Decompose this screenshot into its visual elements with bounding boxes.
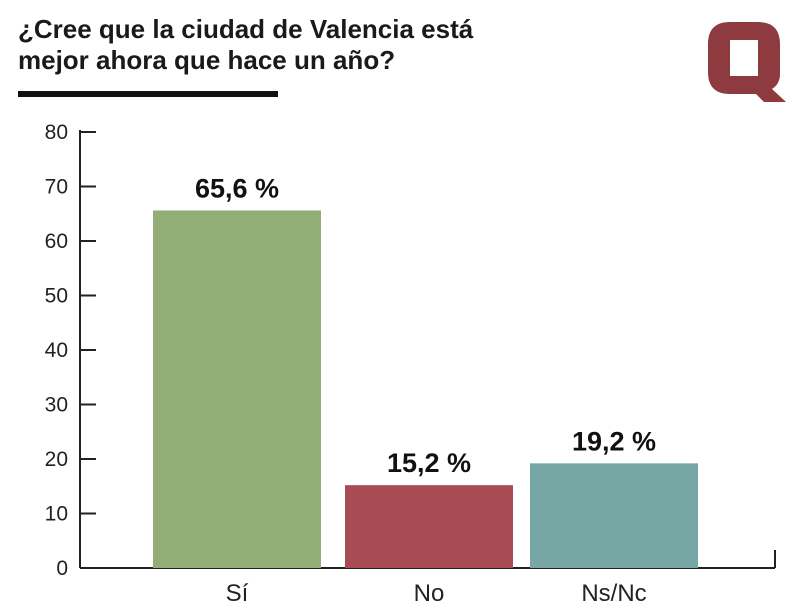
title-underline [18,91,278,97]
y-tick-label: 70 [45,176,68,199]
y-tick-label: 60 [45,230,68,253]
chart-title-line-2: mejor ahora que hace un año? [18,45,396,75]
data-labels: 65,6 % 15,2 % 19,2 % [195,173,656,478]
y-tick-label: 40 [45,339,68,362]
x-tick-label: Ns/Nc [581,580,646,607]
y-tick-label: 10 [45,503,68,526]
q-logo-icon [708,22,786,102]
y-tick-label: 20 [45,448,68,471]
y-tick-label: 0 [56,557,68,580]
y-ticks: 0 10 20 30 40 50 60 70 80 [45,121,96,580]
x-tick-label: No [414,580,445,607]
y-tick-label: 30 [45,394,68,417]
bar [345,485,513,568]
data-label: 19,2 % [572,426,656,456]
data-label: 15,2 % [387,448,471,478]
y-axis: 0 10 20 30 40 50 60 70 80 [45,121,96,580]
bar [153,210,321,569]
y-tick-label: 50 [45,285,68,308]
chart-title: ¿Cree que la ciudad de Valencia está mej… [18,14,473,76]
bars [153,210,698,569]
q-logo-shape [708,22,786,102]
y-tick-label: 80 [45,121,68,144]
x-labels: Sí No Ns/Nc [226,580,647,607]
bar [530,463,698,568]
chart-title-line-1: ¿Cree que la ciudad de Valencia está [18,14,474,44]
data-label: 65,6 % [195,173,279,203]
x-tick-label: Sí [226,580,249,607]
